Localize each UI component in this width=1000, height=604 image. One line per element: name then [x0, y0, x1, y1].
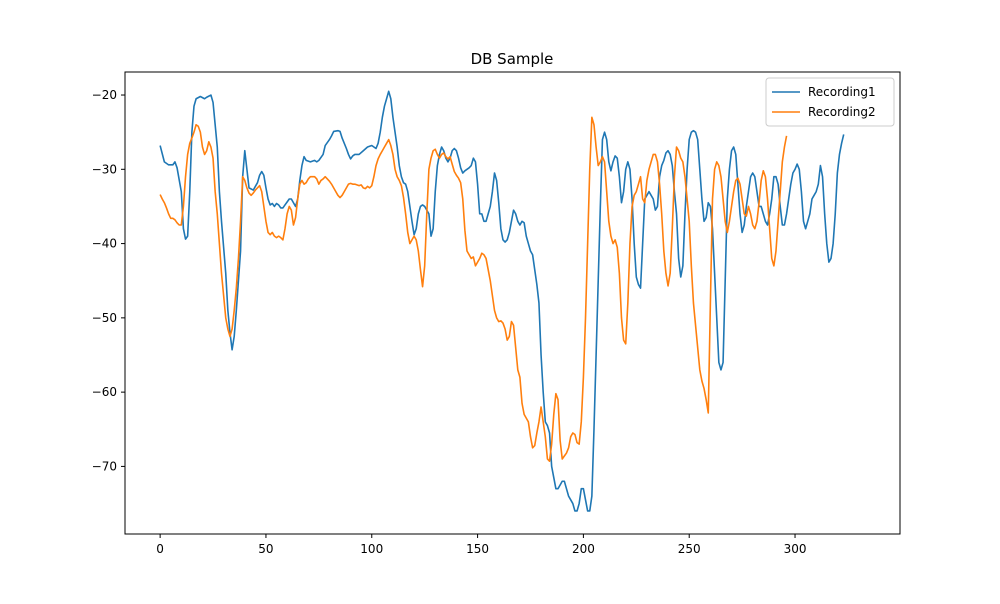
plot-area-frame [124, 71, 901, 535]
y-tick-label: −70 [92, 459, 117, 473]
legend-label: Recording1 [808, 85, 876, 99]
x-tick-label: 50 [258, 542, 273, 556]
x-tick-label: 100 [360, 542, 383, 556]
y-tick-label: −30 [92, 162, 117, 176]
y-axis: −70 −60 −50 −40 −30 −20 [92, 88, 125, 473]
legend-box [765, 77, 895, 127]
y-tick-label: −20 [92, 88, 117, 102]
x-tick-label: 200 [572, 542, 595, 556]
y-tick-label: −40 [92, 237, 117, 251]
x-tick-label: 0 [156, 542, 164, 556]
legend-label: Recording2 [808, 105, 876, 119]
y-tick-label: −50 [92, 311, 117, 325]
x-tick-label: 250 [678, 542, 701, 556]
series-line-recording2 [159, 116, 788, 463]
series-line-recording1 [159, 90, 845, 512]
x-tick-label: 150 [466, 542, 489, 556]
x-tick-label: 300 [784, 542, 807, 556]
series-layer [159, 90, 845, 512]
y-tick-label: −60 [92, 385, 117, 399]
chart-title: DB Sample [471, 50, 554, 68]
legend: Recording1 Recording2 [765, 77, 895, 127]
x-axis: 0 50 100 150 200 250 300 [156, 534, 806, 556]
